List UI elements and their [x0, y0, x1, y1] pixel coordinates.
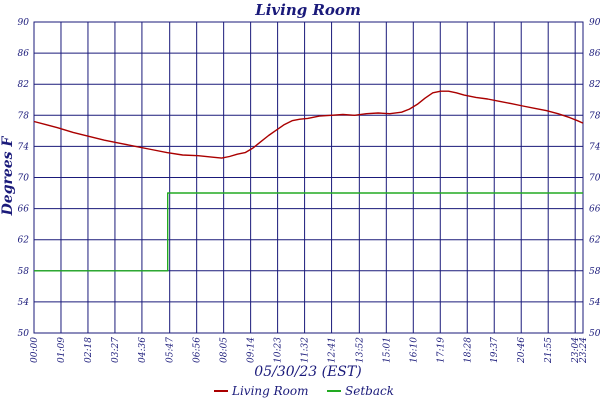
- x-tick-label: 08:05: [220, 337, 230, 363]
- x-tick-label: 23:24: [579, 337, 589, 364]
- x-axis-label: 05/30/23 (EST): [254, 364, 361, 380]
- x-tick-label: 13:52: [355, 337, 365, 363]
- y-tick-label-right: 66: [589, 205, 600, 215]
- x-tick-label: 09:14: [247, 337, 257, 363]
- y-tick-label-left: 74: [18, 142, 30, 152]
- x-tick-label: 04:36: [138, 337, 148, 363]
- x-tick-label: 16:10: [409, 337, 419, 363]
- y-tick-label-right: 50: [589, 329, 600, 339]
- chart-title: Living Room: [254, 1, 361, 19]
- series-lines: [33, 90, 584, 272]
- axis-ticks: 50 50 54 54 58 58 62 62 66 66 70 70 74 74 78 78 82 82 86 86…: [18, 18, 600, 364]
- x-tick-label: 15:01: [382, 337, 392, 363]
- grid: [33, 21, 584, 334]
- x-tick-label: 11:32: [301, 337, 311, 363]
- y-tick-label-left: 86: [18, 49, 30, 59]
- y-tick-label-left: 62: [18, 236, 30, 246]
- legend: Living Room Setback: [214, 384, 394, 398]
- y-tick-label-right: 58: [589, 267, 600, 277]
- y-tick-label-left: 50: [18, 329, 30, 339]
- y-tick-label-right: 54: [589, 298, 600, 308]
- legend-item-setback: Setback: [327, 384, 394, 398]
- x-tick-label: 00:00: [30, 337, 40, 363]
- x-tick-label: 10:23: [274, 337, 284, 363]
- x-tick-label: 23:04: [571, 337, 581, 364]
- y-axis-label: Degrees F: [0, 136, 16, 217]
- legend-item-living-room: Living Room: [214, 384, 309, 398]
- x-tick-label: 02:18: [84, 337, 94, 363]
- y-tick-label-right: 62: [589, 236, 600, 246]
- y-tick-label-right: 70: [589, 174, 600, 184]
- x-tick-label: 03:27: [111, 337, 121, 363]
- x-tick-label: 17:19: [436, 337, 446, 363]
- y-tick-label-right: 90: [589, 18, 600, 28]
- x-tick-label: 18:28: [463, 337, 473, 363]
- y-tick-label-right: 78: [589, 111, 600, 121]
- y-tick-label-left: 66: [18, 205, 30, 215]
- x-tick-label: 05:47: [166, 337, 176, 363]
- x-tick-label: 21:55: [544, 337, 554, 364]
- x-tick-label: 12:41: [328, 337, 338, 363]
- y-tick-label-left: 70: [18, 174, 30, 184]
- y-tick-label-left: 54: [18, 298, 30, 308]
- y-tick-label-right: 74: [589, 142, 600, 152]
- y-tick-label-right: 82: [589, 80, 600, 90]
- y-tick-label-right: 86: [589, 49, 600, 59]
- y-tick-label-left: 82: [18, 80, 30, 90]
- x-tick-label: 20:46: [517, 337, 527, 364]
- y-tick-label-left: 58: [18, 267, 30, 277]
- y-tick-label-left: 78: [18, 111, 30, 121]
- x-tick-label: 01:09: [57, 337, 67, 363]
- y-tick-label-left: 90: [18, 18, 30, 28]
- legend-label: Setback: [345, 384, 394, 398]
- x-tick-label: 19:37: [490, 337, 500, 363]
- legend-label: Living Room: [231, 384, 309, 398]
- series-line-living-room: [33, 90, 584, 159]
- series-line-setback: [34, 192, 583, 272]
- x-tick-label: 06:56: [193, 337, 203, 363]
